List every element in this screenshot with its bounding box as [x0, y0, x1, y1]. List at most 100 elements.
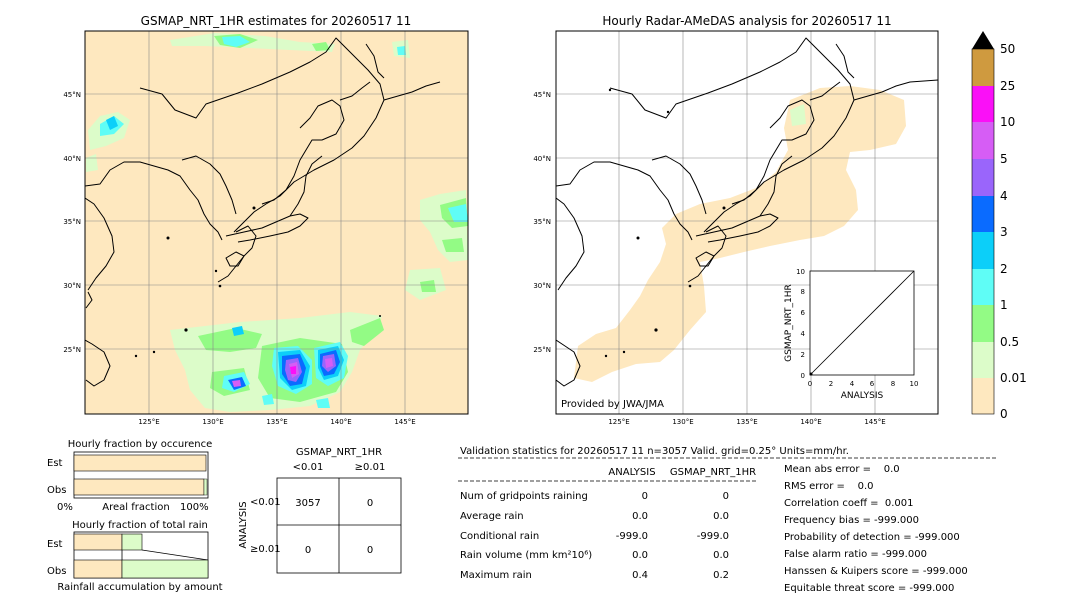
total-label-obs: Obs [47, 566, 66, 577]
colorbar-seg-05-1 [972, 305, 994, 342]
inset-y-ticks: 0 2 4 6 8 10 [796, 268, 805, 380]
colorbar-label-25: 25 [1000, 79, 1015, 93]
validation-row-label: Average rain [460, 511, 524, 522]
inset-ytick-8: 8 [801, 288, 805, 296]
left-rain-field [86, 33, 468, 412]
right-lon-125: 125°E [608, 418, 629, 426]
left-gridlines [85, 31, 468, 414]
validation-row-analysis: -999.0 [616, 531, 648, 542]
right-map: Hourly Radar-AMeDAS analysis for 2026051… [533, 14, 939, 426]
colorbar-label-10: 10 [1000, 115, 1015, 129]
inset-ytick-10: 10 [796, 268, 805, 276]
score-rms-error: RMS error = 0.0 [784, 481, 874, 492]
left-map-title: GSMAP_NRT_1HR estimates for 20260517 11 [141, 14, 412, 28]
occurrence-label-est: Est [47, 458, 63, 469]
validation-statistics: Validation statistics for 20260517 11 n=… [458, 446, 996, 594]
validation-row-gsmap: 0.0 [713, 511, 729, 522]
occurrence-axis-left: 0% [57, 502, 73, 513]
inset-xtick-0: 0 [808, 380, 812, 388]
colorbar-label-3: 3 [1000, 225, 1008, 239]
inset-diagonal [809, 270, 915, 376]
inset-ytick-2: 2 [801, 351, 805, 359]
colorbar-label-0: 0 [1000, 407, 1008, 421]
validation-col-gsmap: GSMAP_NRT_1HR [670, 467, 756, 478]
right-lon-labels: 125°E 130°E 135°E 140°E 145°E [608, 418, 885, 426]
colorbar-seg-2-3 [972, 232, 994, 269]
inset-x-ticks: 0 2 4 6 8 10 [808, 380, 919, 388]
occurrence-est-bar [73, 454, 207, 472]
left-lat-40: 40°N [63, 155, 81, 163]
validation-row-analysis: 0.0 [632, 550, 648, 561]
colorbar: 0 0.01 0.5 1 2 3 4 5 10 25 50 [971, 31, 1027, 421]
left-lat-35: 35°N [63, 218, 81, 226]
colorbar-seg-001-05 [972, 342, 994, 378]
right-lat-35: 35°N [533, 218, 551, 226]
contingency-title: GSMAP_NRT_1HR [296, 447, 382, 458]
occurrence-obs-rain-fill [203, 478, 208, 496]
fraction-occurrence-title: Hourly fraction by occurence [68, 439, 212, 450]
colorbar-label-1: 1 [1000, 298, 1008, 312]
colorbar-frame [971, 48, 995, 415]
fraction-total-chart: Hourly fraction of total rain Est Obs Ra… [47, 520, 223, 593]
colorbar-label-2: 2 [1000, 262, 1008, 276]
left-lon-135: 135°E [266, 418, 287, 426]
left-lat-45: 45°N [63, 91, 81, 99]
right-small-islands [604, 88, 726, 358]
right-lat-25: 25°N [533, 346, 551, 354]
validation-row-gsmap: 0 [723, 491, 729, 502]
contingency-col-ge: ≥0.01 [355, 462, 386, 473]
right-lat-labels: 45°N 40°N 35°N 30°N 25°N [533, 91, 551, 354]
inset-ytick-6: 6 [801, 309, 806, 317]
left-coastlines [85, 37, 441, 387]
left-lon-labels: 125°E 130°E 135°E 140°E 145°E [138, 418, 415, 426]
right-map-title: Hourly Radar-AMeDAS analysis for 2026051… [602, 14, 891, 28]
validation-row-label: Maximum rain [460, 570, 532, 581]
colorbar-label-001: 0.01 [1000, 371, 1027, 385]
colorbar-seg-5-10 [972, 122, 994, 159]
left-lon-125: 125°E [138, 418, 159, 426]
contingency-cell-d: 0 [367, 545, 373, 556]
total-est-rain-fill [121, 533, 143, 551]
colorbar-extend-arrow [972, 31, 994, 49]
validation-row-analysis: 0.0 [632, 511, 648, 522]
fraction-total-caption: Rainfall accumulation by amount [57, 582, 222, 593]
left-lat-25: 25°N [63, 346, 81, 354]
validation-row-analysis: 0.4 [632, 570, 648, 581]
colorbar-seg-4-5 [972, 159, 994, 196]
inset-scatter [809, 270, 915, 376]
colorbar-label-5: 5 [1000, 152, 1008, 166]
occurrence-obs-bar [73, 478, 205, 496]
right-lon-135: 135°E [736, 418, 757, 426]
contingency-cell-b: 0 [367, 498, 373, 509]
score-frequency-bias: Frequency bias = -999.000 [784, 515, 919, 526]
right-map-credit: Provided by JWA/JMA [561, 399, 664, 410]
total-label-est: Est [47, 539, 63, 550]
colorbar-label-05: 0.5 [1000, 335, 1019, 349]
left-lon-140: 140°E [330, 418, 351, 426]
right-radar-coverage [574, 86, 906, 382]
right-lon-145: 145°E [864, 418, 885, 426]
right-map-frame [555, 30, 939, 415]
left-map-frame [84, 30, 469, 415]
score-far: False alarm ratio = -999.000 [784, 549, 927, 560]
colorbar-labels: 0 0.01 0.5 1 2 3 4 5 10 25 50 [1000, 42, 1027, 421]
contingency-row-axis: ANALYSIS [238, 501, 249, 548]
right-lat-30: 30°N [533, 282, 551, 290]
inset-ytick-0: 0 [801, 372, 805, 380]
score-hk: Hanssen & Kuipers score = -999.000 [784, 566, 968, 577]
colorbar-label-50: 50 [1000, 42, 1015, 56]
fraction-total-title: Hourly fraction of total rain [72, 520, 208, 531]
inset-xtick-2: 2 [829, 380, 833, 388]
inset-ylabel: GSMAP_NRT_1HR [784, 284, 794, 362]
total-est-bar [73, 533, 123, 551]
right-lat-45: 45°N [533, 91, 551, 99]
inset-xlabel: ANALYSIS [841, 391, 884, 401]
colorbar-seg-3-4 [972, 196, 994, 232]
validation-col-analysis: ANALYSIS [608, 467, 655, 478]
left-small-islands [134, 206, 381, 358]
left-map: GSMAP_NRT_1HR estimates for 20260517 11 [63, 14, 469, 426]
right-lon-130: 130°E [672, 418, 693, 426]
colorbar-seg-25-50 [972, 49, 994, 86]
left-lat-30: 30°N [63, 282, 81, 290]
